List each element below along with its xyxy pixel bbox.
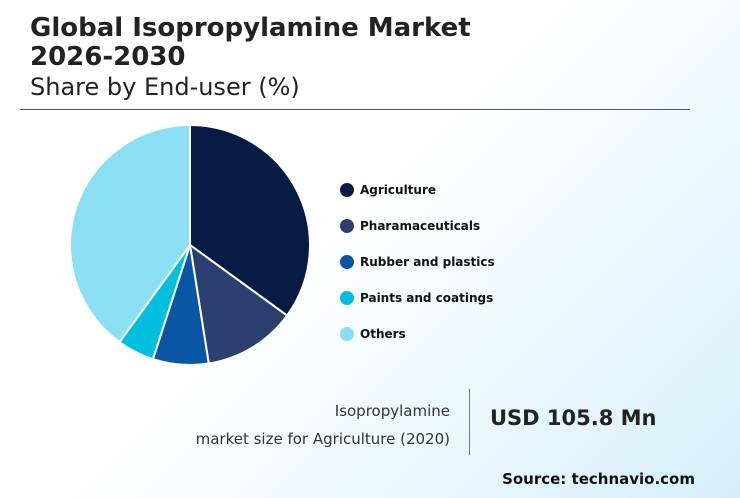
legend-swatch [340, 219, 354, 233]
title-line-1: Global Isopropylamine Market [30, 13, 471, 43]
legend-item: Others [340, 316, 495, 352]
title-line-2: 2026-2030 [30, 42, 186, 72]
legend-swatch [340, 183, 354, 197]
market-size-value: USD 105.8 Mn [490, 406, 657, 430]
market-size-caption: Isopropylamine market size for Agricultu… [196, 397, 450, 453]
pie-slice-others [69, 124, 191, 344]
title-divider [20, 109, 690, 110]
pie-slice-pharamaceuticals [189, 244, 289, 365]
legend-item: Rubber and plastics [340, 244, 495, 280]
legend-swatch [340, 291, 354, 305]
legend-label: Pharamaceuticals [360, 219, 481, 233]
source-credit: Source: technavio.com [502, 470, 695, 488]
legend-swatch [340, 327, 354, 341]
legend-item: Agriculture [340, 172, 495, 208]
chart-title: Global Isopropylamine Market 2026-2030 [30, 14, 471, 72]
chart-legend: Agriculture Pharamaceuticals Rubber and pl… [340, 172, 495, 352]
legend-swatch [340, 255, 354, 269]
info-divider [469, 389, 470, 455]
legend-label: Rubber and plastics [360, 255, 495, 269]
legend-label: Others [360, 327, 406, 341]
legend-label: Paints and coatings [360, 291, 494, 305]
market-size-caption-line-1: Isopropylamine [334, 402, 450, 420]
chart-subtitle: Share by End-user (%) [30, 73, 300, 101]
pie-slice-agriculture [189, 124, 311, 317]
legend-item: Paints and coatings [340, 280, 495, 316]
legend-item: Pharamaceuticals [340, 208, 495, 244]
legend-label: Agriculture [360, 183, 437, 197]
market-size-caption-line-2: market size for Agriculture (2020) [195, 430, 450, 448]
